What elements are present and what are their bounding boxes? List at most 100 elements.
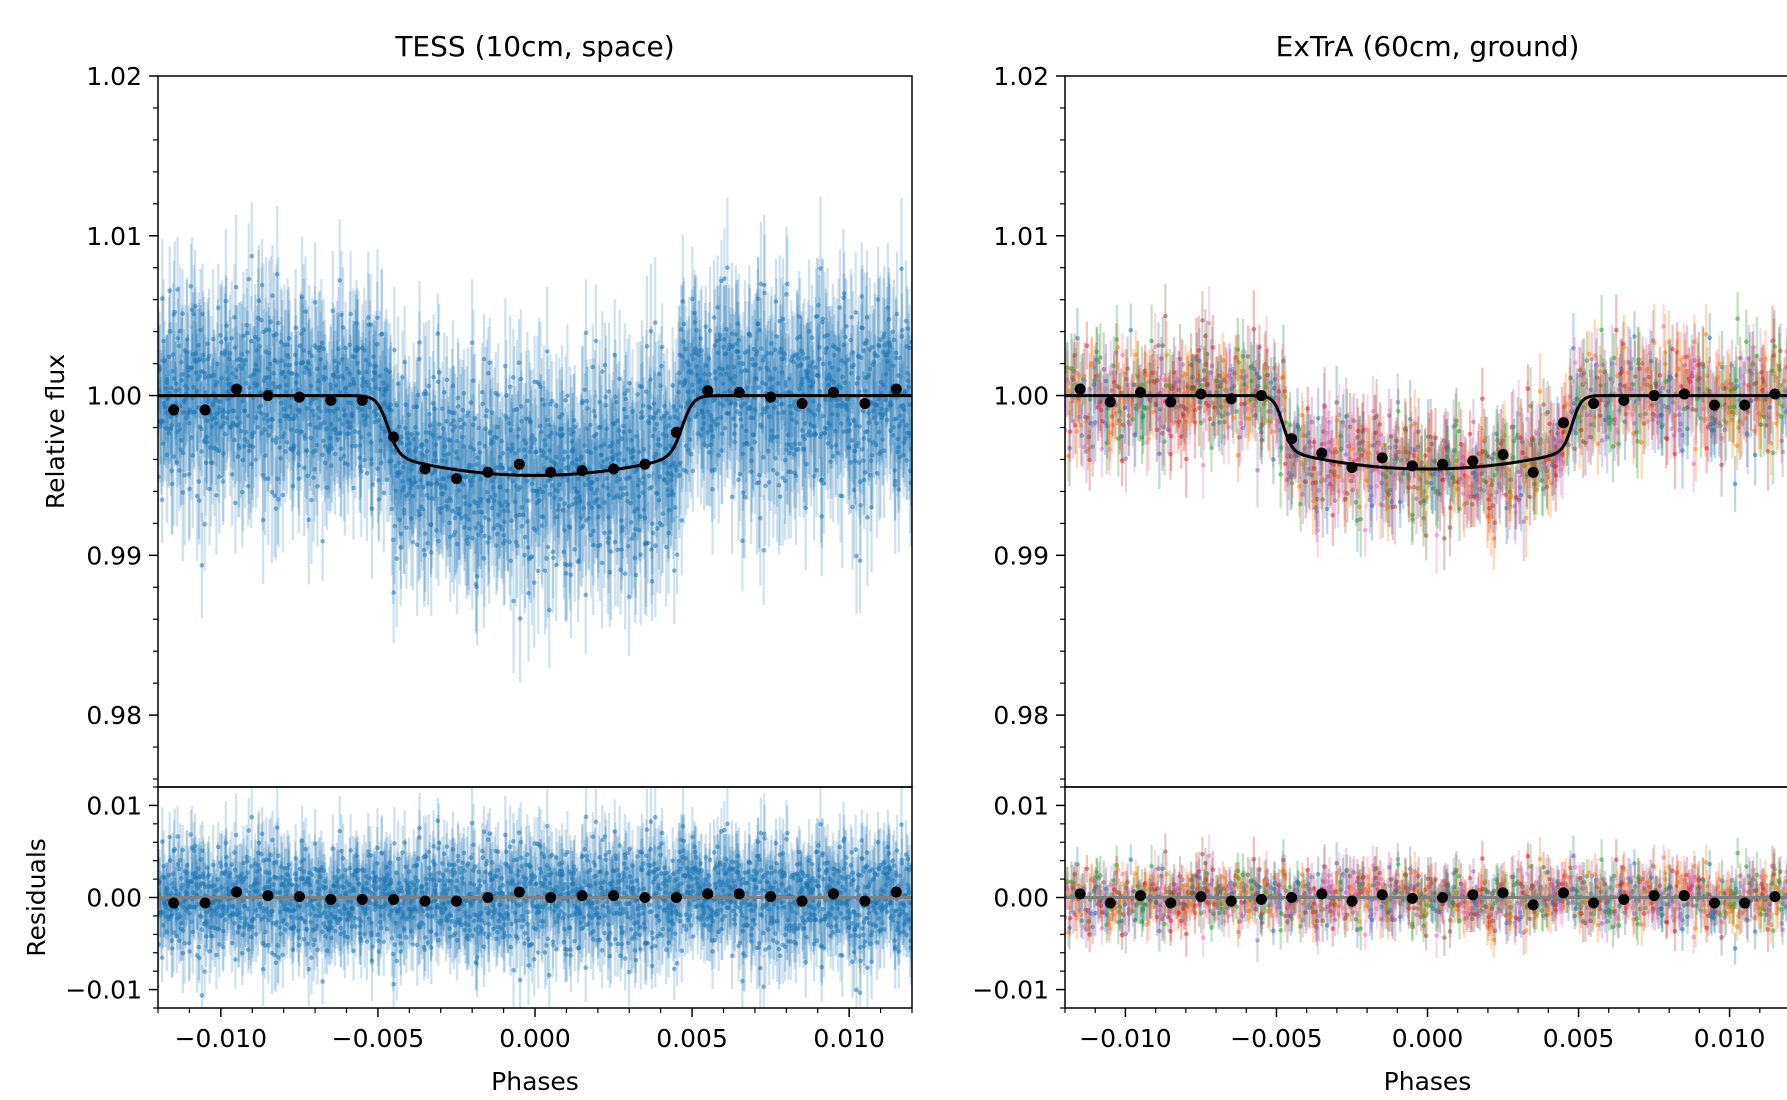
- data-point: [465, 541, 470, 546]
- data-point: [160, 296, 165, 301]
- data-point: [588, 532, 594, 538]
- data-point: [357, 443, 363, 448]
- data-point: [281, 406, 287, 412]
- data-point: [636, 449, 642, 455]
- data-point: [409, 467, 414, 472]
- data-point: [458, 424, 464, 430]
- data-point: [175, 335, 181, 341]
- data-point: [245, 349, 250, 355]
- data-point: [531, 580, 537, 585]
- data-point: [544, 455, 550, 461]
- data-point: [171, 454, 176, 459]
- data-point: [164, 376, 170, 382]
- data-point: [191, 311, 197, 317]
- data-point: [331, 374, 337, 379]
- data-point: [270, 437, 276, 443]
- data-point: [340, 325, 346, 330]
- data-point: [283, 449, 288, 454]
- data-point: [561, 549, 567, 555]
- data-point: [161, 338, 166, 344]
- data-point: [313, 448, 318, 453]
- data-point: [263, 453, 268, 458]
- data-point: [227, 356, 232, 362]
- data-point: [343, 385, 349, 390]
- data-point: [384, 477, 390, 483]
- data-point: [545, 417, 550, 423]
- data-point: [358, 434, 364, 440]
- data-point: [586, 515, 592, 521]
- data-point: [323, 460, 328, 466]
- data-point: [269, 489, 275, 495]
- data-point: [401, 507, 407, 513]
- data-point: [300, 359, 306, 365]
- data-point: [636, 494, 642, 499]
- data-point: [582, 482, 588, 488]
- data-point: [545, 544, 551, 550]
- data-point: [187, 420, 192, 426]
- data-point: [319, 340, 325, 346]
- data-point: [211, 372, 217, 378]
- residual-point: [233, 832, 239, 838]
- data-point: [210, 460, 215, 466]
- data-point: [338, 430, 343, 436]
- data-point: [414, 542, 420, 548]
- data-point: [413, 446, 419, 451]
- data-point: [261, 416, 267, 421]
- data-point: [438, 485, 444, 490]
- data-point: [517, 512, 523, 518]
- data-point: [501, 533, 507, 538]
- data-point: [529, 554, 535, 559]
- data-point: [234, 415, 240, 420]
- data-point: [593, 338, 599, 344]
- data-point: [525, 498, 531, 503]
- data-point: [516, 447, 522, 453]
- data-point: [371, 354, 376, 359]
- data-point: [509, 466, 515, 471]
- data-point: [259, 317, 264, 323]
- data-point: [505, 502, 511, 507]
- data-point: [173, 400, 179, 406]
- data-point: [356, 346, 361, 351]
- data-point: [488, 494, 493, 500]
- data-point: [204, 440, 210, 445]
- data-point: [591, 409, 596, 414]
- data-point: [641, 507, 647, 512]
- data-point: [271, 370, 276, 376]
- data-point: [243, 429, 249, 435]
- data-point: [182, 396, 188, 402]
- data-point: [455, 404, 461, 409]
- data-point: [417, 477, 423, 483]
- data-point: [616, 439, 621, 445]
- data-point: [302, 370, 308, 375]
- data-point: [628, 501, 633, 506]
- data-point: [587, 422, 593, 428]
- data-point: [641, 446, 647, 452]
- data-point: [377, 386, 382, 392]
- data-point: [463, 474, 469, 479]
- data-point: [189, 307, 195, 313]
- data-point: [351, 381, 357, 387]
- data-point: [253, 415, 259, 420]
- data-point: [360, 383, 365, 389]
- data-point: [361, 347, 367, 353]
- data-point: [450, 383, 456, 389]
- data-point: [428, 522, 434, 527]
- data-point: [341, 407, 347, 413]
- data-point: [443, 459, 449, 464]
- residual-point: [202, 969, 207, 974]
- data-point: [596, 504, 602, 510]
- data-point: [479, 524, 484, 530]
- data-point: [639, 384, 645, 390]
- data-point: [363, 422, 368, 427]
- data-point: [294, 380, 299, 386]
- data-point: [606, 492, 612, 498]
- data-point: [299, 294, 305, 300]
- data-point: [170, 481, 175, 487]
- data-point: [581, 505, 587, 511]
- data-point: [285, 342, 290, 347]
- data-point: [599, 560, 605, 566]
- data-point: [489, 410, 495, 415]
- data-point: [278, 339, 284, 345]
- data-point: [512, 451, 518, 456]
- data-point: [584, 398, 590, 404]
